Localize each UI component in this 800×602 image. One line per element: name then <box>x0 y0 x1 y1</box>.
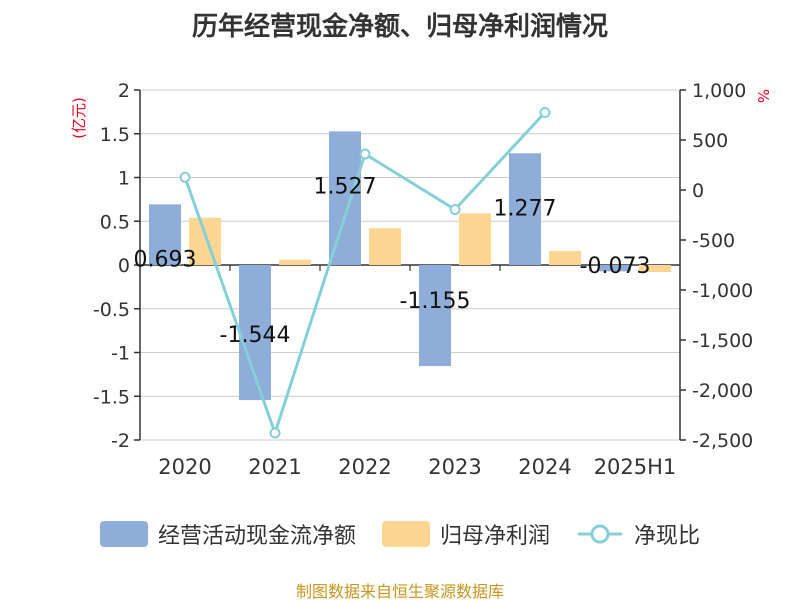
right-axis-unit: % <box>754 89 772 103</box>
data-label-ocf: 1.277 <box>494 196 557 221</box>
bar-ocf <box>599 265 631 272</box>
x-tick-label: 2023 <box>428 455 481 479</box>
legend-swatch-net-profit <box>381 521 430 547</box>
right-tick-label: 0 <box>692 180 704 202</box>
data-label-ocf: -1.155 <box>400 289 471 314</box>
legend: 经营活动现金流净额 归母净利润 净现比 <box>0 514 800 554</box>
bar-net-profit <box>369 228 401 265</box>
right-tick-label: -2,000 <box>692 380 753 402</box>
legend-item-ratio[interactable]: 净现比 <box>576 518 700 550</box>
bar-net-profit <box>549 251 581 265</box>
x-tick-label: 2025H1 <box>594 455 677 479</box>
x-tick-label: 2022 <box>338 455 391 479</box>
bar-net-profit <box>639 265 671 272</box>
right-tick-label: 1,000 <box>692 80 746 102</box>
legend-item-net-profit[interactable]: 归母净利润 <box>381 518 550 550</box>
legend-label-net-profit: 归母净利润 <box>439 524 550 549</box>
x-tick-label: 2024 <box>518 455 571 479</box>
bar-net-profit <box>279 259 311 265</box>
legend-label-ocf: 经营活动现金流净额 <box>157 524 356 549</box>
left-tick-label: -2 <box>111 430 130 452</box>
x-tick-label: 2021 <box>248 455 301 479</box>
bar-ocf <box>419 265 451 367</box>
right-tick-label: -1,500 <box>692 330 753 352</box>
ratio-point <box>359 148 371 160</box>
left-tick-label: -0.5 <box>93 299 130 321</box>
right-tick-label: 500 <box>692 130 728 152</box>
chart-title: 历年经营现金净额、归母净利润情况 <box>191 12 608 42</box>
ratio-point <box>179 171 191 183</box>
bar-net-profit <box>189 217 221 265</box>
left-tick-label: 1.5 <box>100 124 130 146</box>
legend-swatch-ocf <box>99 521 148 547</box>
left-axis-unit: (亿元) <box>70 97 88 139</box>
left-tick-label: 0.5 <box>100 211 130 233</box>
left-tick-label: -1.5 <box>93 386 130 408</box>
ratio-point <box>539 107 551 118</box>
left-tick-label: 0 <box>118 255 130 277</box>
right-tick-label: -1,000 <box>692 280 753 302</box>
right-tick-label: -2,500 <box>692 430 753 452</box>
data-label-ocf: -1.544 <box>220 323 291 348</box>
left-tick-label: 2 <box>118 80 130 102</box>
bar-ocf <box>149 204 181 265</box>
bar-ocf <box>509 153 541 265</box>
ratio-point <box>449 204 461 215</box>
x-tick-label: 2020 <box>158 455 211 479</box>
data-label-ocf: 0.693 <box>134 247 197 272</box>
legend-item-ocf[interactable]: 经营活动现金流净额 <box>99 518 356 550</box>
left-tick-label: 1 <box>118 168 130 190</box>
data-label-ocf: 1.527 <box>314 174 377 199</box>
legend-line-marker-icon <box>578 524 622 544</box>
ratio-point <box>269 427 281 439</box>
data-label-ocf: -0.073 <box>580 254 651 279</box>
source-note: 制图数据来自恒生聚源数据库 <box>295 582 504 601</box>
bar-ocf <box>329 131 361 265</box>
left-tick-label: -1 <box>111 343 130 365</box>
bar-net-profit <box>459 213 491 265</box>
legend-label-ratio: 净现比 <box>634 524 701 549</box>
right-tick-label: -500 <box>692 230 735 252</box>
